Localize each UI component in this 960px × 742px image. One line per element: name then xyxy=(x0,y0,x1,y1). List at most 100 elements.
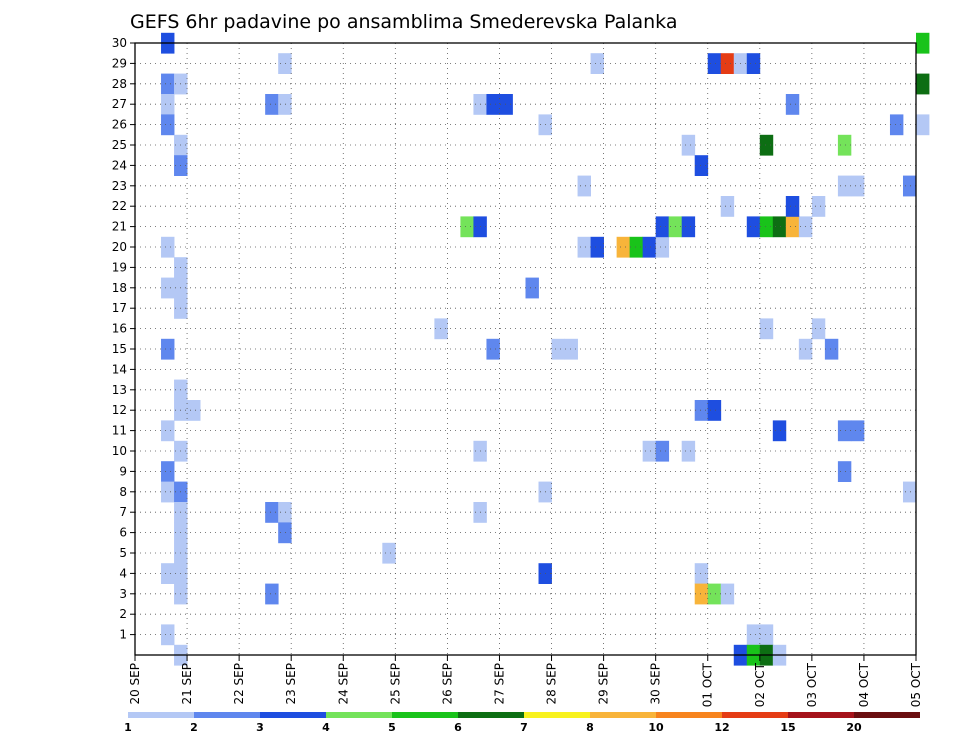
precip-cell xyxy=(837,420,852,442)
legend-swatch xyxy=(128,712,194,718)
precip-cell xyxy=(278,94,292,115)
precip-cell xyxy=(278,53,292,74)
y-tick-label: 17 xyxy=(112,301,127,315)
precip-cell xyxy=(564,338,578,360)
precip-cell xyxy=(161,94,175,115)
legend-swatch xyxy=(194,712,260,718)
y-tick-label: 9 xyxy=(119,464,127,478)
y-tick-label: 20 xyxy=(112,240,127,254)
precip-cell xyxy=(577,236,591,258)
x-tick-label: 04 OCT xyxy=(857,662,871,707)
y-tick-label: 22 xyxy=(112,199,127,213)
y-tick-label: 10 xyxy=(112,444,127,458)
y-tick-label: 30 xyxy=(112,36,127,50)
precip-cell xyxy=(551,338,565,360)
precip-cell xyxy=(161,73,175,95)
precip-cell xyxy=(161,461,175,482)
legend-swatch xyxy=(392,712,458,718)
x-tick-label: 02 OCT xyxy=(753,662,767,707)
precip-cell xyxy=(460,216,474,238)
precip-cell xyxy=(655,216,670,238)
precip-cell xyxy=(161,338,175,360)
x-tick-label: 21 SEP xyxy=(180,663,194,705)
y-tick-label: 4 xyxy=(119,566,127,580)
precip-cell xyxy=(759,216,774,238)
precip-cell xyxy=(161,563,175,584)
precip-cell xyxy=(916,32,930,54)
precip-cell xyxy=(902,175,917,197)
color-legend: 1 2 3 4 5 6 7 8 10 12 15 20 xyxy=(124,712,920,734)
precip-cell xyxy=(772,216,787,238)
precip-cell xyxy=(187,400,201,421)
x-tick-label: 20 SEP xyxy=(128,663,142,705)
precip-cell xyxy=(785,94,800,115)
precip-cell xyxy=(161,420,175,442)
precip-cell xyxy=(642,440,657,462)
x-tick-label: 30 SEP xyxy=(649,663,663,705)
precip-cell xyxy=(916,114,930,136)
precip-cell xyxy=(707,53,722,74)
precip-cell xyxy=(486,94,500,115)
precip-cell xyxy=(837,175,852,197)
y-tick-label: 1 xyxy=(119,628,127,642)
precip-cell xyxy=(278,502,292,523)
precip-cell xyxy=(785,216,800,238)
precip-cell xyxy=(525,277,539,299)
y-tick-label: 6 xyxy=(119,526,127,540)
precip-cell xyxy=(265,94,279,115)
y-tick-label: 14 xyxy=(112,362,127,376)
x-tick-label: 05 OCT xyxy=(909,662,923,707)
precip-cell xyxy=(590,53,604,74)
legend-swatch xyxy=(722,712,788,718)
legend-swatch xyxy=(788,712,854,718)
precip-cell xyxy=(837,134,852,156)
y-tick-label: 28 xyxy=(112,77,127,91)
legend-label: 6 xyxy=(454,721,462,734)
x-axis-ticks: 20 SEP 21 SEP 22 SEP 23 SEP 24 SEP 25 SEP 26 S… xyxy=(128,655,923,707)
precip-cell xyxy=(655,236,670,258)
precip-cell xyxy=(694,400,709,421)
y-tick-label: 25 xyxy=(112,138,127,152)
precipitation-cells xyxy=(161,32,930,666)
chart-title: GEFS 6hr padavine po ansamblima Smederev… xyxy=(130,11,677,33)
legend-label: 1 xyxy=(124,721,132,734)
x-tick-label: 24 SEP xyxy=(336,663,350,705)
grid-lines xyxy=(135,43,916,655)
y-tick-label: 3 xyxy=(119,587,127,601)
legend-label: 2 xyxy=(190,721,198,734)
legend-swatch xyxy=(524,712,590,718)
plot-frame xyxy=(134,42,917,656)
precip-cell xyxy=(590,236,604,258)
legend-label: 12 xyxy=(714,721,729,734)
precip-cell xyxy=(161,114,175,136)
y-tick-label: 5 xyxy=(119,546,127,560)
precip-cell xyxy=(785,196,800,217)
x-tick-label: 29 SEP xyxy=(597,663,611,705)
x-tick-label: 27 SEP xyxy=(492,663,506,705)
precip-cell xyxy=(720,583,735,605)
x-tick-label: 26 SEP xyxy=(440,663,454,705)
precip-cell xyxy=(265,583,279,605)
y-tick-label: 18 xyxy=(112,281,127,295)
precip-cell xyxy=(746,53,761,74)
legend-label: 8 xyxy=(586,721,594,734)
precip-cell xyxy=(707,583,722,605)
precip-cell xyxy=(655,440,670,462)
y-tick-label: 23 xyxy=(112,179,127,193)
precip-cell xyxy=(850,175,865,197)
x-tick-label: 23 SEP xyxy=(284,663,298,705)
precip-cell xyxy=(916,73,930,95)
y-tick-label: 7 xyxy=(119,505,127,519)
legend-swatch xyxy=(260,712,326,718)
legend-swatch xyxy=(590,712,656,718)
precip-cell xyxy=(161,624,175,646)
legend-label: 10 xyxy=(648,721,664,734)
precip-cell xyxy=(850,420,865,442)
y-tick-label: 12 xyxy=(112,403,127,417)
precip-cell xyxy=(278,522,292,544)
legend-label: 4 xyxy=(322,721,330,734)
precip-cell xyxy=(694,583,709,605)
legend-label: 15 xyxy=(780,721,795,734)
precip-cell xyxy=(616,236,631,258)
y-tick-label: 26 xyxy=(112,118,127,132)
